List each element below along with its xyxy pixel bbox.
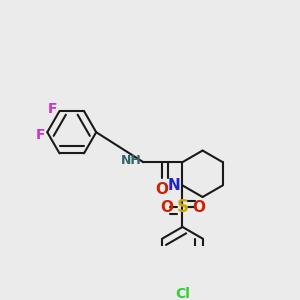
Text: Cl: Cl — [175, 287, 190, 300]
Text: F: F — [35, 128, 45, 142]
Text: NH: NH — [122, 154, 142, 167]
Text: S: S — [176, 198, 188, 216]
Text: N: N — [168, 178, 181, 193]
Text: O: O — [192, 200, 205, 215]
Text: F: F — [48, 102, 57, 116]
Text: O: O — [160, 200, 173, 215]
Text: O: O — [155, 182, 168, 197]
